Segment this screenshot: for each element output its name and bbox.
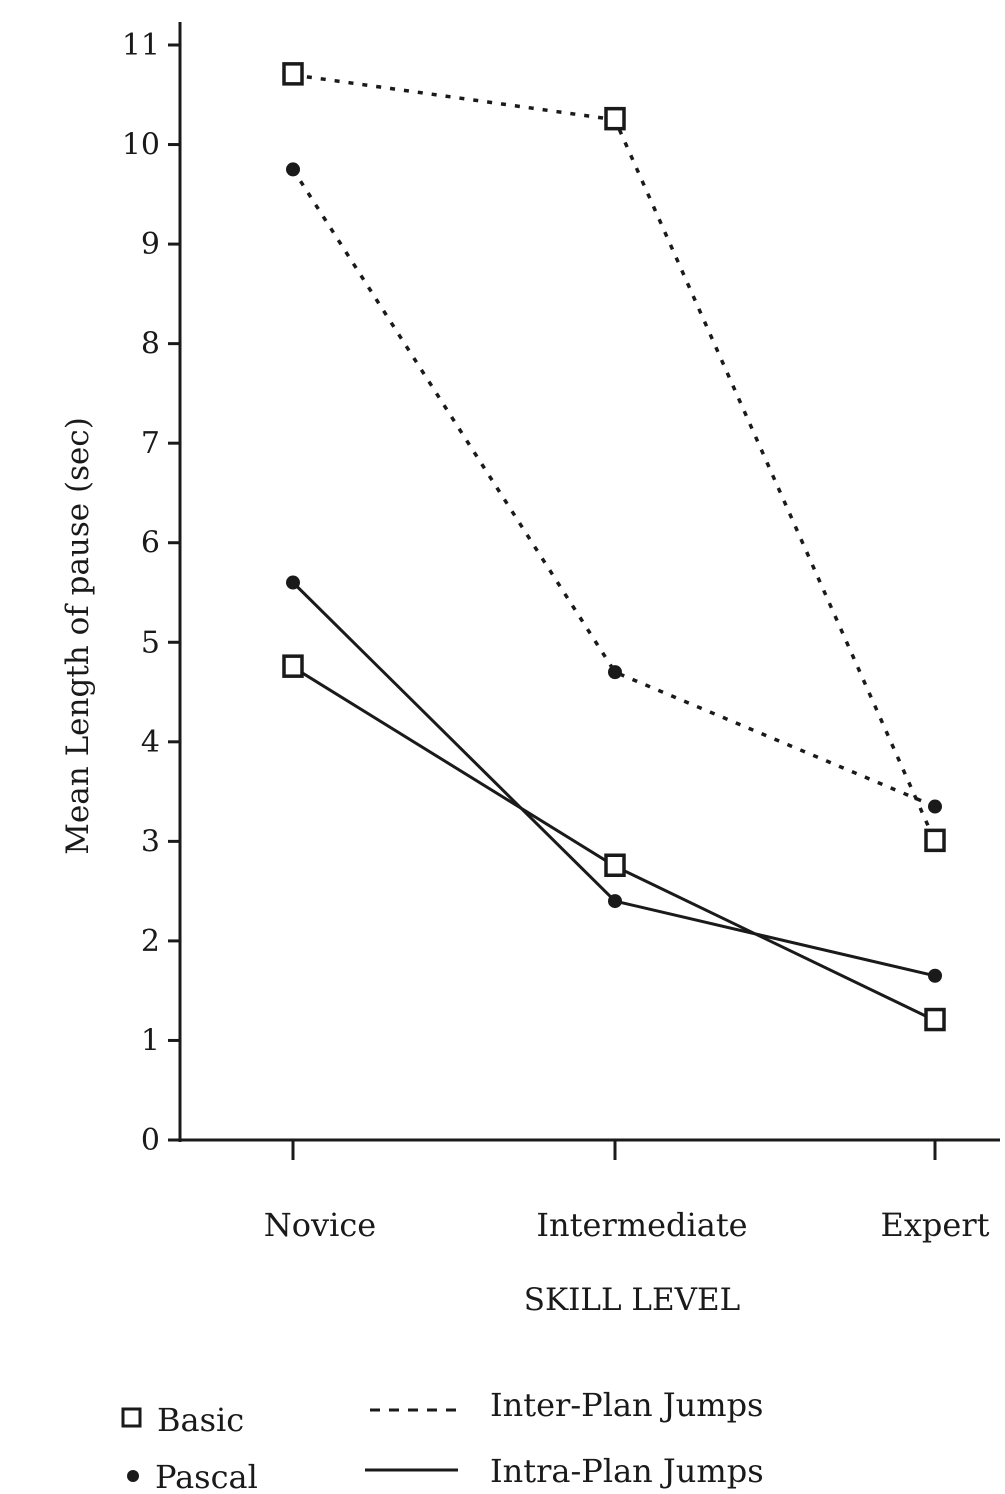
y-tick-label: 2 (141, 924, 160, 959)
data-point-circle (928, 799, 942, 814)
x-axis-title: SKILL LEVEL (524, 1282, 741, 1318)
y-tick-label: 1 (141, 1023, 160, 1058)
y-tick-label: 9 (141, 227, 160, 262)
x-tick-label: Intermediate (536, 1206, 747, 1244)
y-tick-label: 7 (141, 426, 160, 461)
y-tick-label: 5 (141, 625, 160, 660)
y-tick-label: 11 (122, 28, 160, 63)
legend-inter-plan-label: Inter-Plan Jumps (490, 1386, 763, 1424)
data-point-square (604, 106, 626, 131)
y-tick-label: 4 (141, 725, 160, 760)
series-line-1 (291, 168, 936, 809)
data-point-square (604, 853, 626, 877)
data-point-circle (286, 575, 300, 590)
y-tick-label: 6 (141, 526, 160, 561)
legend-basic-label: Basic (157, 1401, 244, 1439)
y-tick-label: 8 (141, 327, 160, 362)
legend-basic-marker (121, 1407, 142, 1428)
y-axis-title: Mean Length of pause (sec) (60, 417, 96, 855)
series-markers (282, 62, 946, 1032)
y-tick-label: 0 (141, 1123, 160, 1158)
y-tick-label: 10 (122, 128, 160, 163)
x-tick-label: Novice (264, 1206, 376, 1244)
data-point-circle (608, 665, 622, 680)
series-line-3 (292, 665, 936, 1022)
y-tick-label: 3 (141, 824, 160, 859)
legend-pascal-marker (127, 1470, 139, 1482)
data-point-square (924, 828, 946, 853)
data-point-square (924, 1007, 946, 1032)
data-point-square (282, 62, 304, 86)
data-point-circle (286, 162, 300, 177)
legend-intra-plan-label: Intra-Plan Jumps (490, 1452, 764, 1490)
data-point-circle (608, 894, 622, 909)
data-point-circle (928, 968, 942, 983)
x-tick-label: Expert (881, 1206, 990, 1244)
legend: Basic Pascal Inter-Plan Jumps Intra-Plan… (121, 1386, 764, 1494)
series-line-2 (291, 581, 936, 978)
series-lines (291, 73, 937, 1022)
y-axis-ticks: 0 1 2 3 4 5 6 7 8 9 10 11 (122, 28, 180, 1158)
data-point-square (282, 654, 304, 678)
legend-pascal-label: Pascal (155, 1458, 258, 1494)
x-axis-ticks: Novice Intermediate Expert (264, 1140, 990, 1244)
